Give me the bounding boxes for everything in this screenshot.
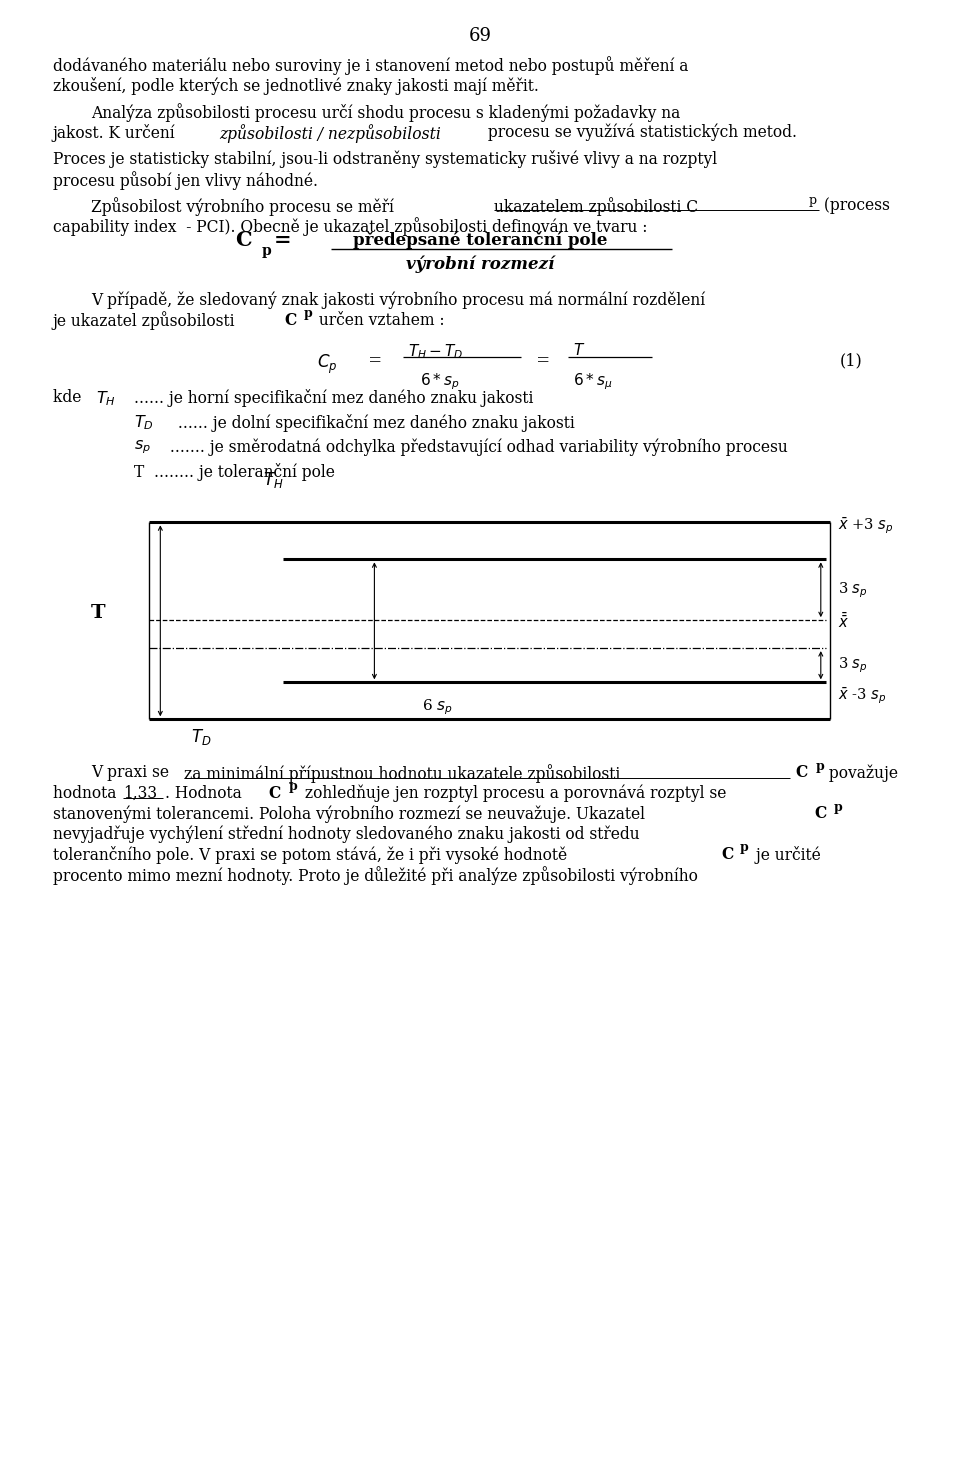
Text: C: C [269,784,281,802]
Text: T  ........ je toleranční pole: T ........ je toleranční pole [134,463,335,481]
Text: procesu se využívá statistických metod.: procesu se využívá statistických metod. [483,124,797,141]
Text: $T_{H} - T_{D}$: $T_{H} - T_{D}$ [408,342,464,361]
Text: C: C [721,847,733,863]
Text: Analýza způsobilosti procesu určí shodu procesu s kladenými požadavky na: Analýza způsobilosti procesu určí shodu … [91,104,681,123]
Text: ukazatelem způsobilosti C: ukazatelem způsobilosti C [494,197,699,216]
Text: p: p [816,759,825,773]
Text: hodnota: hodnota [53,784,121,802]
Text: jakost. K určení: jakost. K určení [53,124,180,142]
Text: kde: kde [53,389,86,406]
Text: capability index  - PCI). Obecně je ukazatel způsobilosti definován ve tvaru :: capability index - PCI). Obecně je ukaza… [53,218,647,237]
Text: považuje: považuje [824,764,898,781]
Text: $\bar{x}$ +3 $s_p$: $\bar{x}$ +3 $s_p$ [838,515,894,536]
Text: 6 $s_p$: 6 $s_p$ [422,697,453,716]
Text: $T$: $T$ [573,342,586,358]
Text: 69: 69 [468,27,492,44]
Text: Způsobilost výrobního procesu se měří: Způsobilost výrobního procesu se měří [91,197,399,216]
Text: V případě, že sledovaný znak jakosti výrobního procesu má normální rozdělení: V případě, že sledovaný znak jakosti výr… [91,292,706,309]
Text: p: p [289,780,298,793]
Text: p: p [833,801,842,814]
Text: V praxi se: V praxi se [91,764,174,781]
Text: ....... je směrodatná odchylka představující odhad variability výrobního procesu: ....... je směrodatná odchylka představu… [165,438,788,456]
Text: p: p [740,842,749,854]
Text: $6 * s_{p}$: $6 * s_{p}$ [420,371,459,392]
Text: p: p [808,194,816,207]
Text: p: p [262,244,272,258]
Text: 3 $s_p$: 3 $s_p$ [838,656,868,675]
Text: tolerančního pole. V praxi se potom stává, že i při vysoké hodnotě: tolerančního pole. V praxi se potom stáv… [53,847,572,864]
Text: (process: (process [819,197,890,215]
Text: $T_D$: $T_D$ [134,413,155,432]
Text: 1,33: 1,33 [123,784,157,802]
Text: stanovenými tolerancemi. Poloha výrobního rozmezí se neuvažuje. Ukazatel: stanovenými tolerancemi. Poloha výrobníh… [53,805,650,823]
Text: výrobní rozmezí: výrobní rozmezí [406,255,554,272]
Text: procento mimo mezní hodnoty. Proto je důležité při analýze způsobilosti výrobníh: procento mimo mezní hodnoty. Proto je dů… [53,866,698,885]
Text: $\bar{\bar{x}}$: $\bar{\bar{x}}$ [838,613,850,630]
Text: . Hodnota: . Hodnota [165,784,247,802]
Text: je určité: je určité [751,847,821,864]
Text: dodávaného materiálu nebo suroviny je i stanovení metod nebo postupů měření a: dodávaného materiálu nebo suroviny je i … [53,56,688,75]
Text: $C_{p}$: $C_{p}$ [317,352,337,376]
Text: zohledňuje jen rozptyl procesu a porovnává rozptyl se: zohledňuje jen rozptyl procesu a porovná… [300,784,726,802]
Text: C: C [235,231,252,250]
Text: C: C [814,805,827,821]
Text: p: p [303,308,312,320]
Text: zkoušení, podle kterých se jednotlivé znaky jakosti mají měřit.: zkoušení, podle kterých se jednotlivé zn… [53,77,539,95]
Text: T: T [91,604,106,623]
Text: ...... je horní specifikační mez daného znaku jakosti: ...... je horní specifikační mez daného … [134,389,534,407]
Text: $s_p$: $s_p$ [134,438,152,456]
Text: nevyjadřuje vychýlení střední hodnoty sledovaného znaku jakosti od středu: nevyjadřuje vychýlení střední hodnoty sl… [53,826,639,844]
Text: $T_H$: $T_H$ [263,469,284,490]
Text: $T_D$: $T_D$ [191,727,212,746]
Text: ...... je dolní specifikační mez daného znaku jakosti: ...... je dolní specifikační mez daného … [173,413,574,432]
Text: $T_H$: $T_H$ [96,389,116,408]
Text: C: C [796,764,808,781]
Text: $\bar{x}$ -3 $s_p$: $\bar{x}$ -3 $s_p$ [838,685,886,706]
Text: předepsané toleranční pole: předepsané toleranční pole [353,231,607,250]
Text: je ukazatel způsobilosti: je ukazatel způsobilosti [53,312,240,330]
Text: =: = [274,231,291,250]
Text: 3 $s_p$: 3 $s_p$ [838,580,868,599]
Text: procesu působí jen vlivy náhodné.: procesu působí jen vlivy náhodné. [53,170,318,189]
Text: $6 * s_{\mu}$: $6 * s_{\mu}$ [573,371,612,392]
Text: =: = [363,352,382,370]
Text: způsobilosti / nezpůsobilosti: způsobilosti / nezpůsobilosti [219,124,441,142]
Text: za minimální přípustnou hodnotu ukazatele způsobilosti: za minimální přípustnou hodnotu ukazatel… [184,764,620,783]
Text: Proces je statisticky stabilní, jsou-li odstraněny systematicky rušivé vlivy a n: Proces je statisticky stabilní, jsou-li … [53,149,717,169]
Text: určen vztahem :: určen vztahem : [314,312,444,329]
Text: C: C [284,312,297,329]
Text: =: = [531,352,550,370]
Text: (1): (1) [840,352,863,370]
